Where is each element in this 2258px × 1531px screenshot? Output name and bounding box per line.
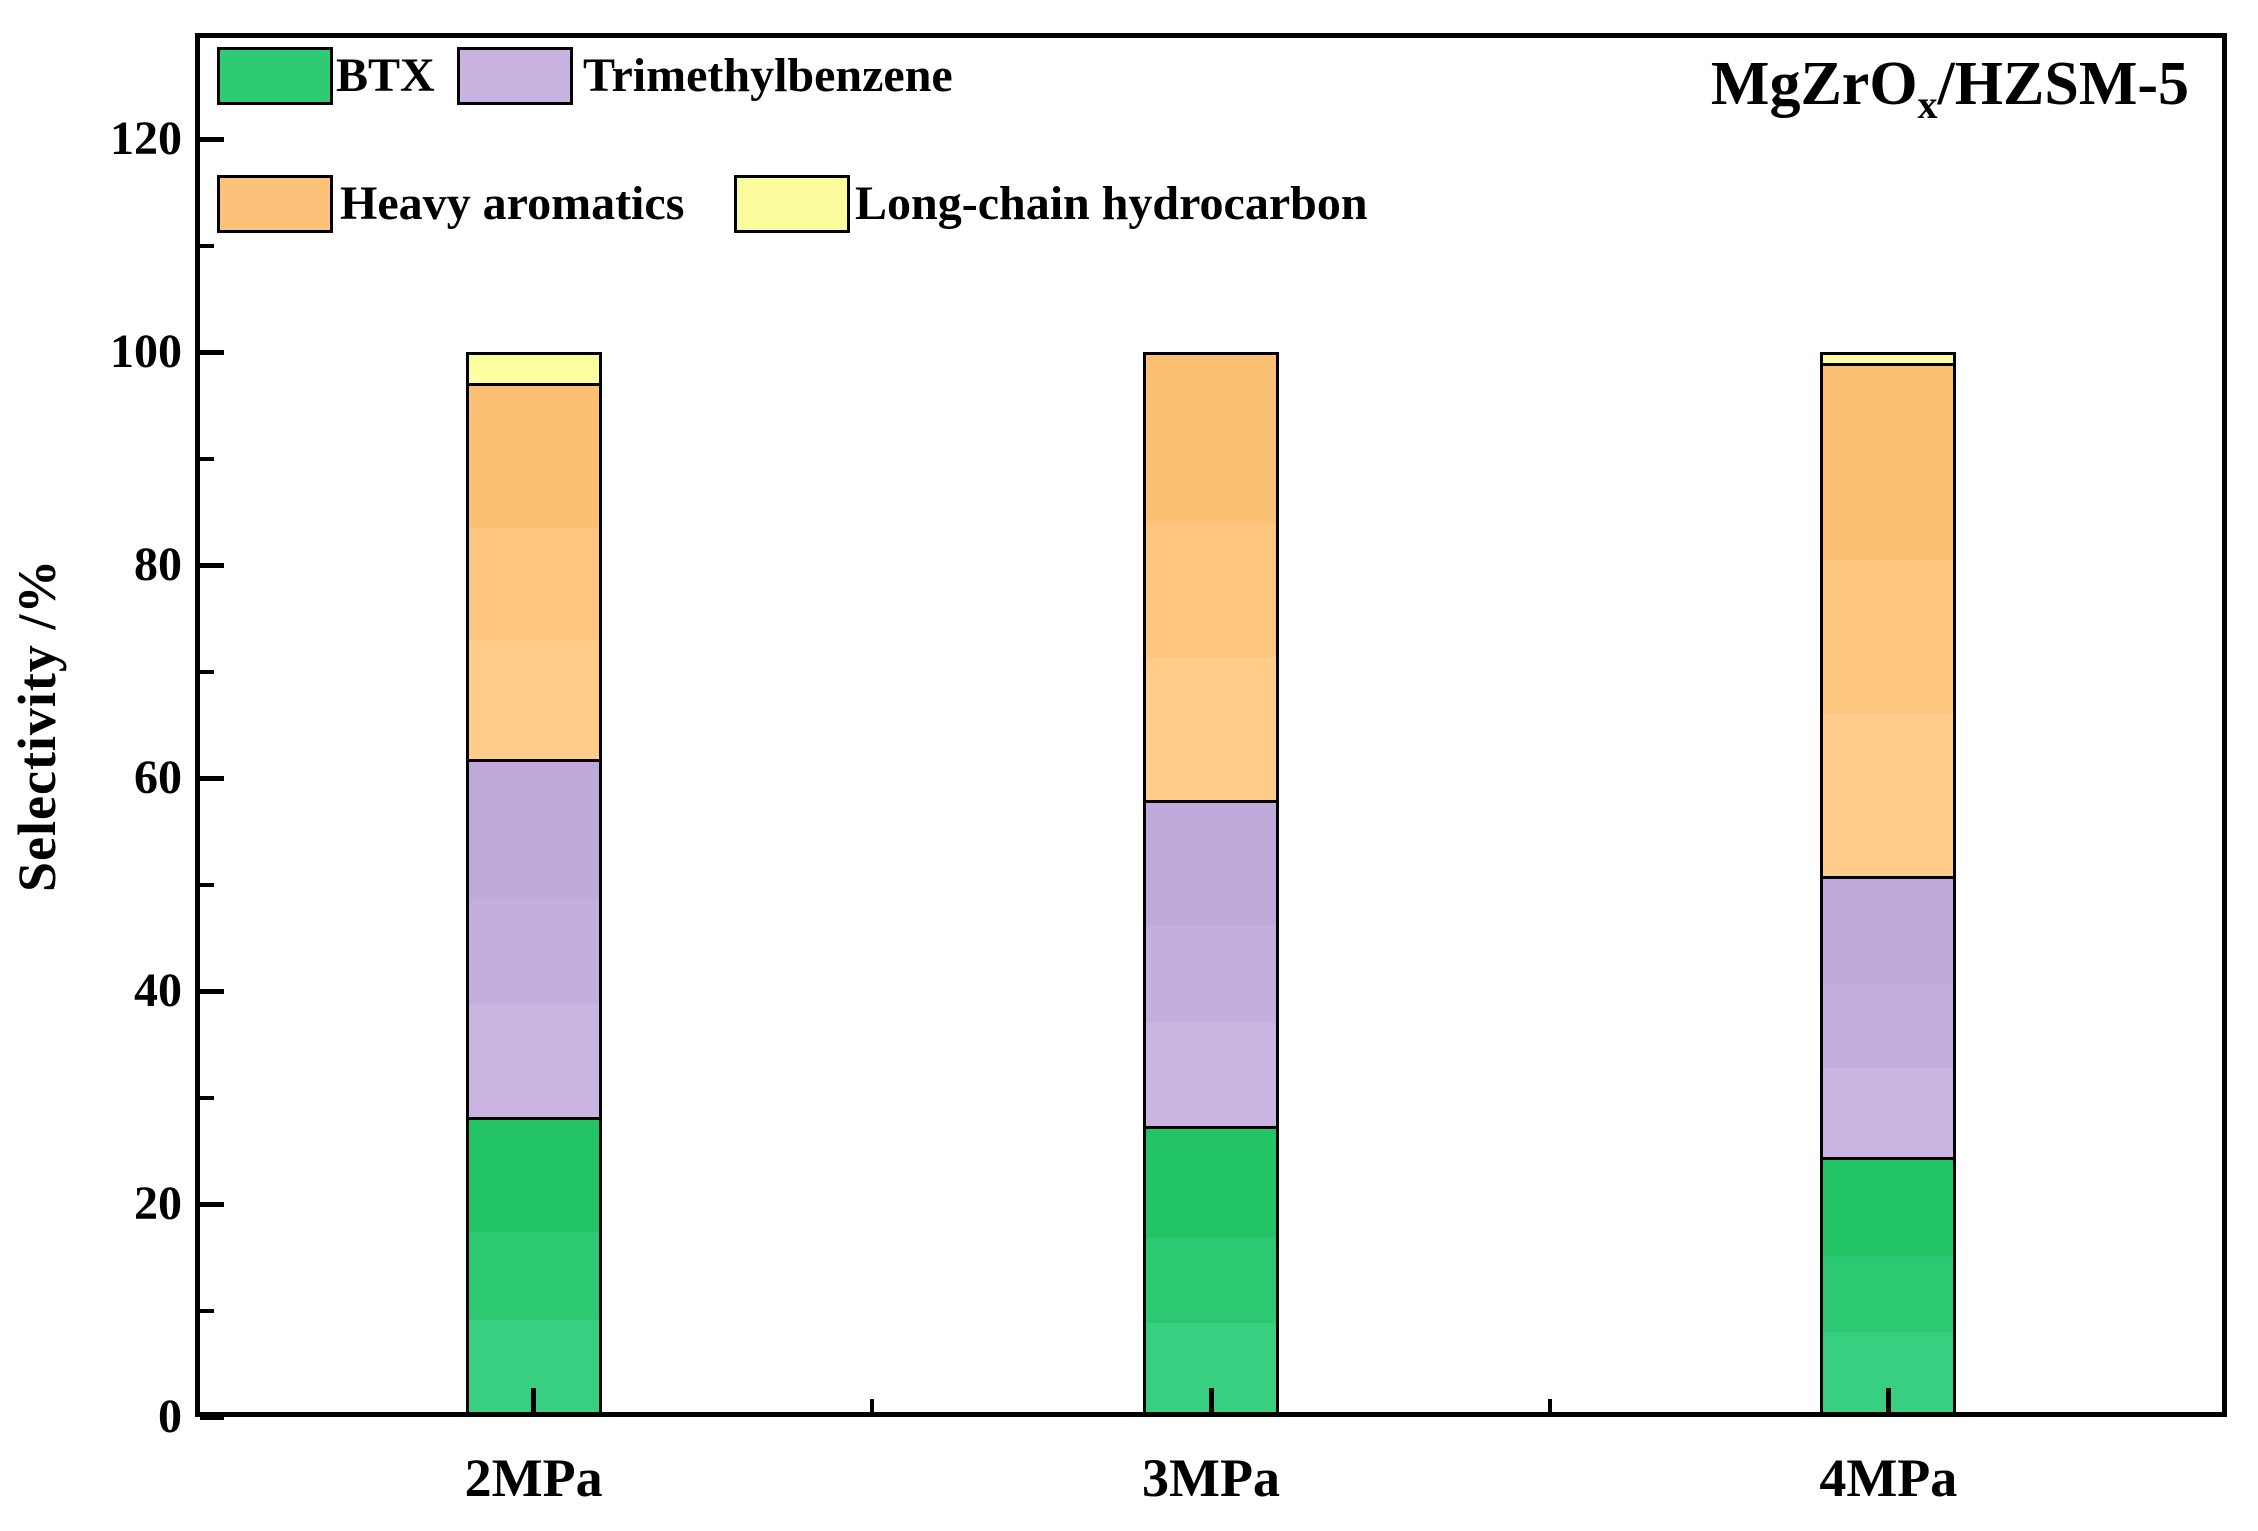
- x-major-tick-3MPa: [1208, 1388, 1214, 1417]
- y-major-tick-20: [200, 1201, 224, 1207]
- y-major-tick-120: [200, 136, 224, 142]
- bar-segment-2MPa-heavy-aromatics: [465, 383, 602, 763]
- legend-label-trimethylbenzene: Trimethylbenzene: [583, 49, 953, 102]
- y-minor-tick-90: [200, 456, 214, 461]
- x-minor-tick-0: [870, 1399, 875, 1417]
- bar-segment-3MPa-trimethylbenzene: [1143, 799, 1279, 1130]
- y-major-tick-80: [200, 562, 224, 568]
- y-minor-tick-50: [200, 882, 214, 887]
- bar-segment-3MPa-btx: [1143, 1126, 1279, 1417]
- legend-label-btx: BTX: [336, 49, 435, 102]
- annotation-prefix: MgZrO: [1710, 50, 1918, 118]
- x-tick-label-3MPa: 3MPa: [1142, 1448, 1280, 1508]
- x-tick-label-2MPa: 2MPa: [464, 1448, 603, 1508]
- y-minor-tick-10: [200, 1308, 214, 1313]
- y-minor-tick-110: [200, 243, 214, 248]
- bar-segment-2MPa-trimethylbenzene: [465, 759, 602, 1120]
- annotation-subscript: x: [1917, 82, 1938, 127]
- y-minor-tick-30: [200, 1095, 214, 1100]
- y-tick-label-80: 80: [134, 538, 182, 592]
- bar-segment-4MPa-trimethylbenzene: [1820, 876, 1957, 1161]
- annotation-catalyst-title: MgZrOx/HZSM-5: [1710, 49, 2189, 125]
- y-major-tick-0: [200, 1414, 224, 1420]
- annotation-suffix: /HZSM-5: [1937, 50, 2189, 118]
- legend-label-heavy-aromatics: Heavy aromatics: [340, 177, 685, 230]
- bar-segment-2MPa-btx: [465, 1116, 602, 1417]
- bar-segment-4MPa-btx: [1820, 1157, 1957, 1417]
- x-tick-label-4MPa: 4MPa: [1819, 1448, 1958, 1508]
- plot-area: BTX Trimethylbenzene Heavy aromatics Lon…: [195, 33, 2227, 1420]
- y-major-tick-100: [200, 349, 224, 355]
- y-tick-label-120: 120: [110, 112, 182, 166]
- y-minor-tick-70: [200, 669, 214, 674]
- legend-swatch-trimethylbenzene: [457, 47, 573, 105]
- bar-segment-2MPa-long-chain-hydrocarbon: [465, 352, 602, 387]
- y-major-tick-60: [200, 775, 224, 781]
- y-tick-label-0: 0: [158, 1390, 182, 1443]
- y-tick-label-20: 20: [134, 1177, 182, 1231]
- legend-swatch-long-chain: [734, 175, 850, 233]
- y-tick-label-100: 100: [110, 325, 182, 379]
- bar-segment-3MPa-heavy-aromatics: [1143, 352, 1279, 803]
- y-tick-label-40: 40: [134, 964, 182, 1018]
- y-tick-label-60: 60: [134, 751, 182, 805]
- legend-swatch-heavy-aromatics: [217, 175, 333, 233]
- legend-label-long-chain: Long-chain hydrocarbon: [855, 177, 1368, 230]
- bar-segment-4MPa-long-chain-hydrocarbon: [1820, 352, 1957, 367]
- legend-swatch-btx: [217, 47, 333, 105]
- x-minor-tick-1: [1547, 1399, 1552, 1417]
- y-major-tick-40: [200, 988, 224, 994]
- x-major-tick-4MPa: [1885, 1388, 1891, 1417]
- bar-segment-4MPa-heavy-aromatics: [1820, 363, 1957, 880]
- x-major-tick-2MPa: [531, 1388, 537, 1417]
